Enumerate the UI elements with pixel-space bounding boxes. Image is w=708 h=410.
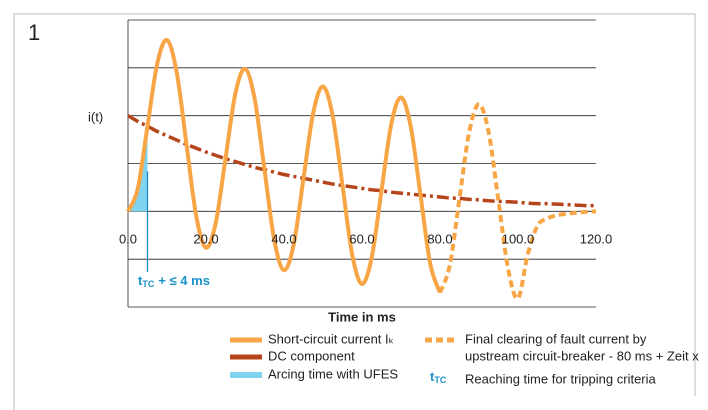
- series-line: [126, 38, 442, 294]
- arcing-area: [128, 126, 148, 212]
- x-tick-label: 40.0: [271, 231, 296, 246]
- legend-label: Short-circuit current Iₖ: [268, 331, 394, 346]
- legend-label: Arcing time with UFES: [268, 366, 398, 381]
- tripping-label: tTC: [430, 369, 447, 385]
- x-tick-label: 100.0: [502, 231, 535, 246]
- series-line: [127, 114, 597, 208]
- series-line: [438, 102, 597, 301]
- legend-label: upstream circuit-breaker - 80 ms + Zeit …: [465, 348, 699, 363]
- subscript: TC: [142, 279, 154, 289]
- symbol: t: [430, 369, 435, 384]
- y-axis-label: i(t): [88, 109, 103, 124]
- annotation-text: + ≤ 4 ms: [158, 273, 210, 288]
- legend-label: Reaching time for tripping criteria: [465, 371, 657, 386]
- x-tick-label: 20.0: [193, 231, 218, 246]
- figure-number: 1: [28, 20, 40, 45]
- subscript: TC: [434, 375, 446, 385]
- legend-label: DC component: [268, 348, 355, 363]
- x-tick-label: 120.0: [580, 231, 613, 246]
- legend-swatch: [230, 372, 262, 378]
- tripping-label: tTC + ≤ 4 ms: [138, 273, 210, 289]
- x-axis-label: Time in ms: [328, 309, 396, 324]
- frame: [13, 13, 696, 410]
- legend-label: Final clearing of fault current by: [465, 331, 647, 346]
- x-tick-label: 60.0: [349, 231, 374, 246]
- x-tick-label: 0.0: [119, 231, 137, 246]
- x-tick-label: 80.0: [427, 231, 452, 246]
- symbol: t: [138, 273, 143, 288]
